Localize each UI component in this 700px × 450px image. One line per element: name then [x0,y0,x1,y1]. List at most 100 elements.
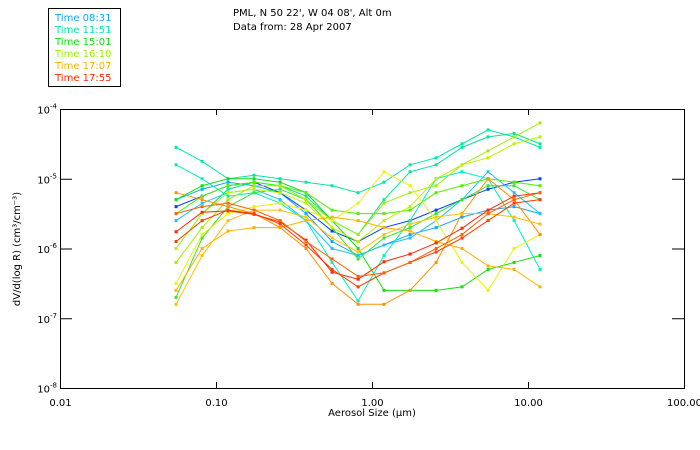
data-point [434,208,438,212]
x-axis-label: Aerosol Size (µm) [328,408,416,419]
data-point [226,219,230,223]
data-point [330,219,334,223]
data-point [538,285,542,289]
y-tick-exponent: -8 [50,382,57,390]
data-point [538,177,542,181]
data-point [278,187,282,191]
data-point [512,219,516,223]
data-point [460,215,464,219]
data-point [252,180,256,184]
data-point [200,201,204,205]
data-point [408,226,412,230]
data-point [486,208,490,212]
data-point [382,219,386,223]
data-point [382,253,386,257]
data-point [330,208,334,212]
series-layer [174,121,542,306]
data-point [460,260,464,264]
data-point [200,219,204,223]
data-point [512,142,516,146]
data-point [538,184,542,188]
data-point [226,201,230,205]
data-point [356,247,360,250]
data-point [486,187,490,191]
data-point [538,233,542,237]
data-point [174,230,178,234]
data-point [304,215,308,219]
data-point [382,288,386,292]
data-point [278,177,282,181]
data-point [200,194,204,198]
data-point [200,210,204,214]
data-point [174,302,178,306]
data-point [330,257,334,261]
data-point [538,267,542,271]
y-tick-label: 10-5 [37,172,57,186]
data-point [512,191,516,195]
data-point [460,233,464,237]
data-point [304,212,308,216]
data-point [512,201,516,205]
data-point [252,173,256,177]
data-point [460,285,464,289]
data-point [538,198,542,202]
data-point [408,229,412,233]
data-point [304,243,308,247]
data-point [486,149,490,153]
data-point [434,260,438,264]
legend-item: Time 11:51 [54,25,111,36]
data-point [512,131,516,135]
data-point [408,236,412,240]
data-point [486,288,490,292]
data-point [434,191,438,195]
data-point [174,288,178,292]
data-point [278,201,282,205]
data-point [278,191,282,195]
data-point [486,267,490,271]
data-point [486,128,490,132]
data-point [434,219,438,223]
data-point [174,240,178,244]
data-point [356,191,360,195]
data-point [512,194,516,198]
data-point [278,226,282,230]
data-point [252,205,256,209]
data-point [200,247,204,250]
data-point [174,260,178,264]
data-point [304,240,308,244]
data-point [512,205,516,209]
data-point [174,145,178,149]
y-tick-base: 10 [37,315,50,326]
y-tick-exponent: -5 [50,172,57,180]
data-point [538,191,542,195]
data-point [226,187,230,191]
data-point [460,163,464,167]
data-point [356,253,360,257]
data-point [252,177,256,181]
data-point [252,187,256,191]
data-point [174,163,178,167]
data-point [330,247,334,250]
data-point [434,215,438,219]
data-point [278,180,282,184]
chart-title: PML, N 50 22', W 04 08', Alt 0m [233,8,392,19]
data-point [252,208,256,212]
data-point [538,142,542,146]
data-point [486,177,490,181]
data-point [278,219,282,223]
data-point [330,215,334,219]
data-point [408,170,412,174]
data-point [434,226,438,230]
data-point [382,170,386,174]
legend-box [48,8,121,87]
data-point [226,198,230,202]
data-point [356,250,360,254]
series-line [175,132,541,249]
data-point [278,208,282,212]
data-point [486,219,490,223]
data-point [434,212,438,216]
data-point [226,212,230,216]
data-point [356,285,360,289]
